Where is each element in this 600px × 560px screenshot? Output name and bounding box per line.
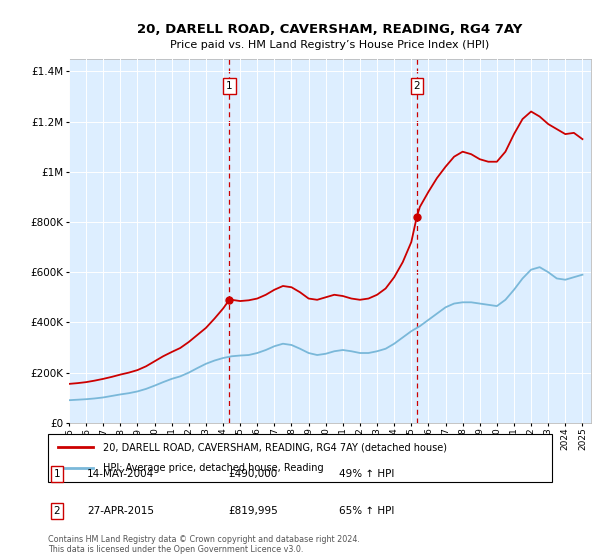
Text: 49% ↑ HPI: 49% ↑ HPI: [339, 469, 394, 479]
Text: 20, DARELL ROAD, CAVERSHAM, READING, RG4 7AY: 20, DARELL ROAD, CAVERSHAM, READING, RG4…: [137, 24, 523, 36]
Text: 20, DARELL ROAD, CAVERSHAM, READING, RG4 7AY (detached house): 20, DARELL ROAD, CAVERSHAM, READING, RG4…: [103, 442, 448, 452]
Text: 65% ↑ HPI: 65% ↑ HPI: [339, 506, 394, 516]
Text: Price paid vs. HM Land Registry’s House Price Index (HPI): Price paid vs. HM Land Registry’s House …: [170, 40, 490, 50]
Text: £490,000: £490,000: [228, 469, 277, 479]
Text: 1: 1: [53, 469, 61, 479]
Text: 2: 2: [53, 506, 61, 516]
Text: HPI: Average price, detached house, Reading: HPI: Average price, detached house, Read…: [103, 463, 324, 473]
Text: £819,995: £819,995: [228, 506, 278, 516]
Text: Contains HM Land Registry data © Crown copyright and database right 2024.
This d: Contains HM Land Registry data © Crown c…: [48, 535, 360, 554]
Text: 27-APR-2015: 27-APR-2015: [87, 506, 154, 516]
Text: 2: 2: [413, 81, 420, 91]
Text: 14-MAY-2004: 14-MAY-2004: [87, 469, 154, 479]
Text: 1: 1: [226, 81, 233, 91]
FancyBboxPatch shape: [48, 434, 552, 482]
